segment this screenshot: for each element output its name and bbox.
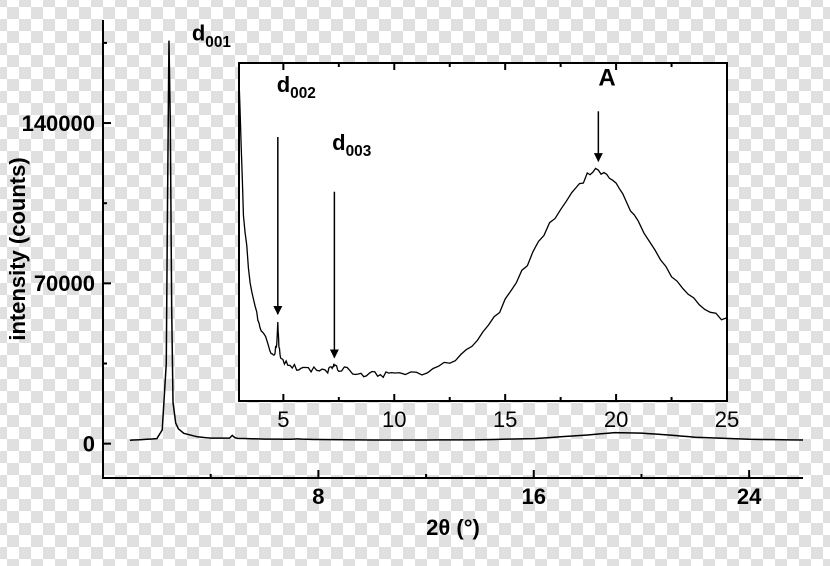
chart-container: 8 16 24 0 70000 140000 d001 2θ (°) intensity (co… <box>0 0 830 566</box>
x-tick-label: 15 <box>493 407 517 432</box>
xrd-chart-svg: 8 16 24 0 70000 140000 d001 2θ (°) intensity (co… <box>0 0 830 566</box>
x-tick-label: 20 <box>604 407 628 432</box>
x-tick-label: 8 <box>312 484 324 509</box>
x-tick-label: 5 <box>277 407 289 432</box>
x-tick-label: 24 <box>737 484 762 509</box>
inset-label-A: A <box>598 65 615 92</box>
x-tick-label: 25 <box>715 407 739 432</box>
y-tick-label: 0 <box>83 431 95 456</box>
y-tick-label: 70000 <box>34 271 95 296</box>
y-axis-label: intensity (counts) <box>5 157 30 340</box>
x-tick-label: 10 <box>382 407 406 432</box>
x-tick-label: 16 <box>522 484 546 509</box>
y-tick-label: 140000 <box>22 111 95 136</box>
x-axis-label: 2θ (°) <box>426 515 480 540</box>
main-peak-d001: d001 <box>192 21 232 51</box>
